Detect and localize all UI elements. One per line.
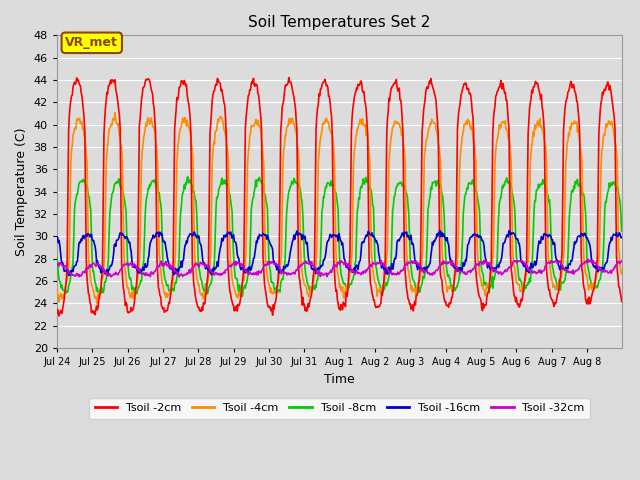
Tsoil -32cm: [224, 266, 232, 272]
Tsoil -8cm: [239, 293, 246, 299]
Tsoil -32cm: [618, 258, 625, 264]
Tsoil -16cm: [398, 230, 406, 236]
Tsoil -8cm: [274, 288, 282, 294]
Tsoil -2cm: [55, 313, 63, 319]
Tsoil -32cm: [273, 262, 281, 268]
Title: Soil Temperatures Set 2: Soil Temperatures Set 2: [248, 15, 431, 30]
Tsoil -16cm: [252, 245, 259, 251]
X-axis label: Time: Time: [324, 373, 355, 386]
Tsoil -16cm: [430, 238, 438, 244]
Tsoil -16cm: [618, 235, 625, 240]
Tsoil -16cm: [273, 267, 281, 273]
Tsoil -4cm: [121, 262, 129, 267]
Tsoil -8cm: [399, 181, 407, 187]
Tsoil -8cm: [224, 181, 232, 187]
Tsoil -4cm: [431, 120, 438, 126]
Tsoil -2cm: [273, 284, 281, 289]
Tsoil -8cm: [119, 188, 127, 194]
Tsoil -16cm: [120, 233, 128, 239]
Tsoil -4cm: [253, 117, 260, 122]
Tsoil -32cm: [53, 263, 61, 268]
Tsoil -8cm: [253, 184, 260, 190]
Tsoil -2cm: [252, 81, 259, 87]
Text: VR_met: VR_met: [65, 36, 118, 49]
Tsoil -16cm: [436, 228, 444, 233]
Tsoil -32cm: [175, 274, 183, 280]
Tsoil -4cm: [274, 284, 282, 290]
Tsoil -2cm: [224, 254, 232, 260]
Tsoil -16cm: [53, 235, 61, 241]
Tsoil -4cm: [618, 271, 625, 277]
Tsoil -32cm: [430, 270, 438, 276]
Tsoil -4cm: [111, 110, 119, 116]
Tsoil -8cm: [618, 228, 625, 234]
Tsoil -2cm: [399, 129, 407, 134]
Tsoil -32cm: [584, 256, 591, 262]
Tsoil -2cm: [431, 92, 438, 97]
Tsoil -4cm: [53, 284, 61, 290]
Line: Tsoil -8cm: Tsoil -8cm: [57, 177, 621, 296]
Tsoil -16cm: [224, 229, 232, 235]
Tsoil -2cm: [120, 288, 128, 294]
Line: Tsoil -16cm: Tsoil -16cm: [57, 230, 621, 276]
Tsoil -4cm: [225, 159, 232, 165]
Tsoil -4cm: [399, 136, 407, 142]
Line: Tsoil -32cm: Tsoil -32cm: [57, 259, 621, 277]
Tsoil -2cm: [285, 75, 292, 81]
Tsoil -4cm: [93, 300, 101, 306]
Tsoil -8cm: [431, 179, 438, 185]
Tsoil -32cm: [398, 268, 406, 274]
Tsoil -32cm: [252, 270, 259, 276]
Line: Tsoil -2cm: Tsoil -2cm: [57, 78, 621, 316]
Tsoil -32cm: [119, 263, 127, 269]
Tsoil -2cm: [618, 299, 625, 304]
Tsoil -8cm: [184, 174, 192, 180]
Legend: Tsoil -2cm, Tsoil -4cm, Tsoil -8cm, Tsoil -16cm, Tsoil -32cm: Tsoil -2cm, Tsoil -4cm, Tsoil -8cm, Tsoi…: [89, 397, 590, 419]
Line: Tsoil -4cm: Tsoil -4cm: [57, 113, 621, 303]
Tsoil -8cm: [53, 254, 61, 260]
Tsoil -2cm: [53, 311, 61, 316]
Tsoil -16cm: [65, 273, 72, 278]
Y-axis label: Soil Temperature (C): Soil Temperature (C): [15, 128, 28, 256]
